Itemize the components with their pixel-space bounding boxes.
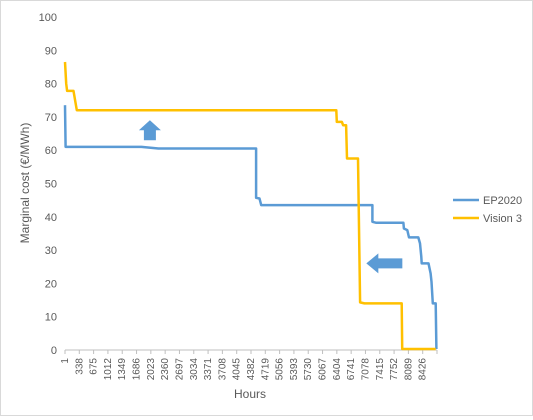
legend-label: EP2020	[483, 195, 522, 207]
x-tick-label: 1349	[117, 358, 128, 381]
x-tick-label: 3371	[203, 358, 214, 381]
x-tick-label: 5730	[303, 358, 314, 381]
arrow-up-icon	[138, 120, 161, 141]
legend-item: Vision 3	[453, 213, 522, 225]
axes-layer: 0 10 20 30 40 50 60 70 80 90 100 1 338 675 1012 1349 168…	[39, 12, 438, 381]
x-tick-label: 7415	[375, 358, 386, 381]
x-tick-label: 1686	[132, 358, 143, 381]
y-tick-label: 30	[45, 245, 57, 257]
y-tick-label: 20	[45, 278, 57, 290]
y-tick-label: 0	[51, 345, 57, 357]
x-tick-label: 6741	[346, 358, 357, 381]
x-tick-label: 3034	[189, 358, 200, 381]
series-layer	[63, 61, 438, 351]
y-tick-label: 100	[39, 12, 57, 24]
y-tick-label: 10	[45, 312, 57, 324]
series-line-ep2020	[63, 105, 438, 350]
x-tick-label: 1012	[103, 358, 114, 381]
legend: EP2020 Vision 3	[453, 195, 522, 225]
y-tick-label: 90	[45, 45, 57, 57]
y-tick-label: 80	[45, 79, 57, 91]
x-tick-label: 4382	[246, 358, 257, 381]
x-tick-label: 6404	[332, 358, 343, 381]
x-tick-label: 675	[89, 358, 100, 375]
legend-item: EP2020	[453, 195, 522, 207]
x-tick-label: 8089	[403, 358, 414, 381]
x-tick-label: 3708	[217, 358, 228, 381]
x-tick-label: 4719	[260, 358, 271, 381]
x-tick-label: 5056	[275, 358, 286, 381]
x-tick-label: 8426	[418, 358, 429, 381]
x-tick-label: 2023	[146, 358, 157, 381]
x-tick-label: 4045	[232, 358, 243, 381]
x-tick-label: 338	[74, 358, 85, 375]
x-tick-label: 2697	[174, 358, 185, 381]
x-tick-label: 7752	[389, 358, 400, 381]
x-axis-title: Hours	[234, 387, 266, 401]
x-tick-label: 6067	[318, 358, 329, 381]
y-tick-label: 60	[45, 145, 57, 157]
legend-label: Vision 3	[483, 213, 522, 225]
x-tick-label: 2360	[160, 358, 171, 381]
y-axis-title: Marginal cost (€/MWh)	[18, 123, 32, 244]
y-tick-label: 40	[45, 212, 57, 224]
series-line-vision-3	[63, 61, 436, 351]
arrow-left-icon	[366, 253, 403, 274]
x-tick-label: 7078	[360, 358, 371, 381]
y-tick-label: 50	[45, 179, 57, 191]
y-tick-label: 70	[45, 112, 57, 124]
x-tick-label: 5393	[289, 358, 300, 381]
x-tick-label: 1	[60, 358, 71, 364]
annotation-layer	[138, 120, 403, 274]
